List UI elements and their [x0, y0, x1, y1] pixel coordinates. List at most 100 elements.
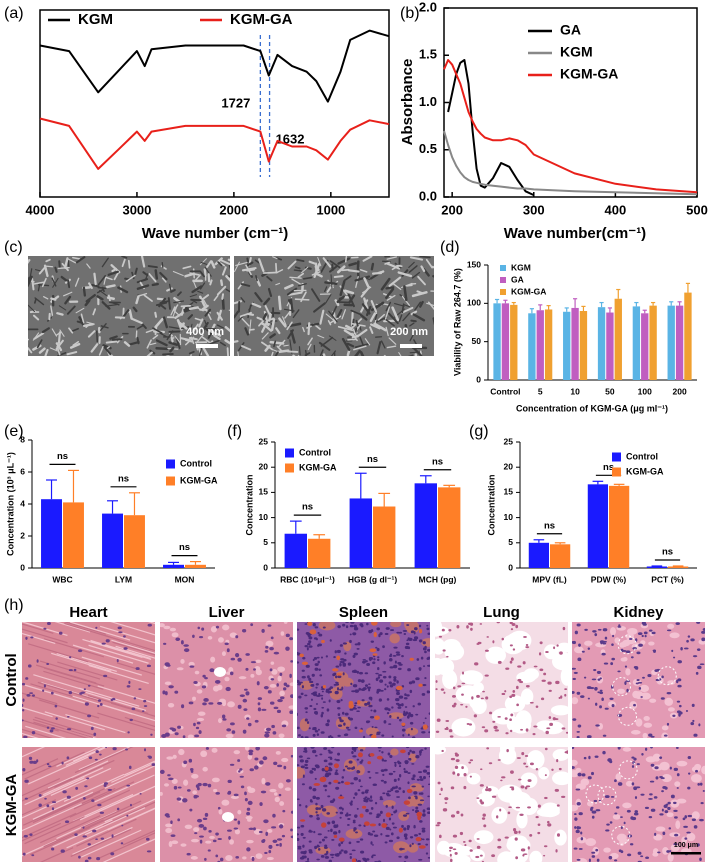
- tissue-texture: [22, 628, 68, 644]
- tissue-texture: [28, 643, 89, 663]
- tissue-texture: [227, 790, 232, 795]
- sem-texture: [204, 308, 212, 317]
- tissue-texture: [276, 683, 279, 687]
- tissue-texture: [473, 714, 477, 718]
- tissue-texture: [407, 772, 411, 774]
- tissue-texture: [266, 856, 274, 861]
- tissue-texture: [403, 827, 407, 831]
- tissue-texture: [673, 767, 679, 771]
- tissue-texture: [160, 791, 163, 796]
- tissue-texture: [466, 772, 481, 785]
- tissue-texture: [591, 851, 596, 854]
- tissue-texture: [368, 629, 373, 634]
- tissue-texture: [336, 655, 341, 661]
- tissue-texture: [323, 759, 328, 763]
- tissue-texture: [356, 807, 359, 810]
- tissue-texture: [349, 624, 354, 628]
- sem-texture: [188, 332, 195, 335]
- tissue-texture: [372, 653, 378, 656]
- tissue-texture: [242, 856, 247, 860]
- tissue-texture: [289, 637, 293, 641]
- tissue-texture: [314, 663, 319, 666]
- tissue-texture: [334, 758, 337, 761]
- tissue-texture: [224, 642, 229, 646]
- tissue-texture: [572, 747, 575, 750]
- tissue-texture: [126, 685, 131, 688]
- sem-texture: [353, 345, 367, 351]
- tissue-texture: [338, 837, 345, 842]
- tissue-texture: [481, 726, 486, 729]
- sem-texture: [377, 313, 385, 321]
- sem-texture: [100, 325, 109, 329]
- tissue-texture: [120, 842, 124, 845]
- tissue-texture: [332, 668, 339, 672]
- tissue-texture: [573, 813, 577, 816]
- tissue-texture: [551, 768, 554, 771]
- tissue-texture: [456, 810, 460, 815]
- bar: [571, 307, 579, 380]
- tissue-texture: [411, 680, 416, 684]
- sem-texture: [107, 270, 119, 276]
- sem-texture: [142, 271, 149, 277]
- tissue-texture: [402, 734, 405, 737]
- tissue-texture: [22, 632, 56, 645]
- tissue-texture: [314, 667, 319, 671]
- tissue-texture: [128, 765, 132, 770]
- tissue-texture: [676, 773, 680, 777]
- tissue-texture: [257, 697, 263, 701]
- bar: [684, 292, 692, 380]
- tissue-texture: [404, 706, 408, 708]
- tissue-texture: [640, 793, 645, 796]
- tissue-texture: [643, 631, 648, 635]
- tissue-texture: [516, 810, 528, 829]
- tissue-texture: [355, 831, 358, 834]
- tissue-texture: [641, 752, 644, 756]
- tissue-texture: [403, 697, 408, 700]
- tissue-texture: [631, 782, 635, 786]
- tissue-texture: [591, 810, 597, 814]
- tissue-texture: [172, 754, 177, 759]
- sem-texture: [170, 306, 176, 316]
- tissue-texture: [339, 806, 342, 810]
- sem-texture: [409, 322, 415, 327]
- tissue-texture: [205, 840, 212, 844]
- tissue-texture: [379, 798, 384, 801]
- tissue-texture: [415, 755, 420, 759]
- y-tick-label: 5: [263, 537, 268, 547]
- tissue-texture: [165, 823, 173, 828]
- tissue-texture: [527, 779, 532, 783]
- tissue-texture: [384, 632, 389, 636]
- tissue-texture: [468, 723, 473, 726]
- sem-texture: [54, 266, 58, 273]
- tissue-texture: [663, 804, 668, 809]
- tissue-texture: [182, 735, 186, 738]
- sem-texture: [317, 334, 325, 339]
- tissue-texture: [412, 638, 418, 642]
- sem-texture: [144, 273, 149, 281]
- tissue-texture: [494, 729, 499, 732]
- tissue-texture: [338, 829, 341, 834]
- tissue-texture: [449, 849, 452, 852]
- tissue-texture: [556, 644, 559, 647]
- micrograph: [160, 622, 293, 738]
- tissue-texture: [289, 682, 293, 687]
- tissue-texture: [372, 661, 376, 665]
- tissue-texture: [373, 709, 377, 713]
- tissue-texture: [80, 691, 85, 694]
- bar: [41, 499, 62, 568]
- tissue-texture: [381, 823, 387, 828]
- tissue-texture: [572, 640, 576, 644]
- tissue-texture: [23, 735, 28, 738]
- sem-texture: [161, 277, 167, 283]
- sem-texture: [57, 331, 61, 344]
- tissue-texture: [285, 684, 290, 688]
- tissue-texture: [230, 657, 236, 661]
- tissue-texture: [448, 729, 453, 733]
- tissue-texture: [499, 808, 502, 812]
- tissue-texture: [312, 749, 317, 754]
- tissue-texture: [599, 677, 602, 680]
- tissue-texture: [367, 761, 372, 765]
- sem-texture: [168, 283, 172, 292]
- peak-label: 1632: [276, 131, 305, 146]
- tissue-texture: [382, 670, 387, 673]
